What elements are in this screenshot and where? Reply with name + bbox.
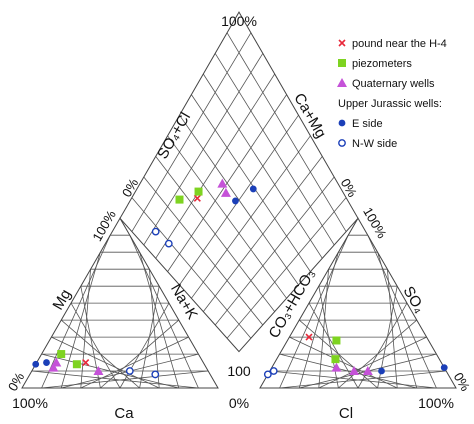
legend-marker <box>338 39 346 47</box>
cation-point-n-w-side <box>151 370 160 379</box>
anion-point-piezometers <box>331 355 340 364</box>
cation-point-e-side <box>43 359 50 366</box>
anion-point-n-w-side <box>269 367 278 375</box>
anion-point-e-side <box>440 364 448 372</box>
cation-point-quaternary-wells <box>93 366 104 376</box>
diamond-point-n-w-side <box>151 227 160 236</box>
diamond-grid-line <box>155 73 276 259</box>
data-points <box>32 178 448 379</box>
anion-point-quaternary-wells <box>362 366 373 376</box>
cl-axis-label: Cl <box>339 405 353 422</box>
so4-axis-label: SO₄ <box>400 283 429 316</box>
so4-cl-axis-label: SO₄+Cl <box>154 110 194 162</box>
diamond-grid-line <box>179 114 299 286</box>
anion-triangle-grid-line <box>308 302 359 389</box>
anion-point-piezometers <box>332 336 341 345</box>
anion-point-quaternary-wells <box>331 362 342 372</box>
legend: pound near the H-4 piezometers Quaternary … <box>337 38 447 150</box>
top-100-label: 100% <box>221 13 257 29</box>
na-k-axis-label: Na+K <box>167 281 201 322</box>
diamond-point-quaternary-wells <box>220 187 231 197</box>
legend-marker <box>338 59 346 67</box>
grid-lines <box>31 32 447 389</box>
diamond-left-0-label: 0% <box>119 175 142 199</box>
center-100-label: 100 <box>227 363 251 379</box>
mg-axis-label: Mg <box>50 286 75 313</box>
bottom-right-100-label: 100% <box>418 395 454 411</box>
diamond-point-piezometers <box>175 195 184 204</box>
diamond-left-100-label: 100% <box>89 207 119 244</box>
anion-point-n-w-side <box>263 370 272 379</box>
cation-point-piezometers <box>57 350 66 359</box>
bottom-left-100-label: 100% <box>12 395 48 411</box>
legend-marker <box>338 119 346 127</box>
anion-triangle-grid-line <box>279 353 417 389</box>
cation-point-pound-near-the-h-4 <box>82 358 90 367</box>
cation-triangle-grid-line <box>149 269 160 389</box>
legend-marker <box>338 139 346 147</box>
anion-point-pound-near-the-h-4 <box>305 333 313 341</box>
cation-triangle-grid-line <box>60 319 140 389</box>
diamond-grid-line <box>226 32 347 232</box>
anion-triangle-grid-line <box>367 235 437 389</box>
diamond-point-pound-near-the-h-4 <box>193 194 201 202</box>
diamond-grid-line <box>214 53 335 246</box>
cation-triangle-grid-line <box>139 252 180 389</box>
diamond-grid-line <box>131 32 252 232</box>
diamond-point-quaternary-wells <box>217 178 228 188</box>
cation-point-quaternary-wells <box>51 357 62 367</box>
cation-point-n-w-side <box>125 367 134 375</box>
diamond-right-0-label: 0% <box>338 176 361 200</box>
cation-point-piezometers <box>72 360 81 369</box>
bottom-middle-0-label: 0% <box>229 395 249 411</box>
legend-entry-label: Quaternary wells <box>352 78 435 90</box>
anion-triangle-frame <box>259 217 457 389</box>
diamond-point-piezometers <box>194 187 203 196</box>
diamond-right-100-label: 100% <box>360 205 390 242</box>
legend-entry-label: E side <box>352 118 383 130</box>
legend-entry-label: N-W side <box>352 138 397 150</box>
cation-triangle-grid-line <box>51 336 160 389</box>
anion-point-e-side <box>378 367 385 375</box>
cation-triangle-grid-line <box>41 353 179 389</box>
diamond-grid-line <box>167 94 287 272</box>
diamond-point-e-side <box>232 197 239 205</box>
cation-triangle-grid-line <box>31 370 199 389</box>
legend-marker <box>337 78 347 87</box>
cation-point-quaternary-wells <box>48 362 59 372</box>
diamond-frame <box>119 11 359 353</box>
cation-point-e-side <box>32 360 40 368</box>
diamond-grid-line <box>191 94 311 272</box>
anion-triangle-grid-line <box>377 252 418 389</box>
diamond-point-n-w-side <box>164 239 173 248</box>
legend-entry-label: Upper Jurassic wells: <box>338 98 442 110</box>
diagram-frames <box>21 11 457 389</box>
diamond-grid-line <box>143 53 264 246</box>
legend-entry-label: pound near the H-4 <box>352 38 447 50</box>
cation-triangle-grid-line <box>70 302 121 389</box>
anion-triangle-grid-line <box>269 370 437 389</box>
ca-axis-label: Ca <box>114 405 134 422</box>
cation-triangle-grid-line <box>129 235 199 389</box>
cation-triangle-frame <box>21 217 219 389</box>
ca-mg-axis-label: Ca+Mg <box>290 90 329 141</box>
legend-entry-label: piezometers <box>352 58 412 70</box>
anion-triangle-grid-line <box>289 336 398 389</box>
anion-triangle-grid-line <box>298 319 378 389</box>
diamond-point-e-side <box>249 185 257 193</box>
anion-point-quaternary-wells <box>349 366 360 376</box>
anion-triangle-grid-line <box>387 269 398 389</box>
bottom-left-0-label: 0% <box>5 369 28 393</box>
diamond-grid-line <box>202 73 323 259</box>
bottom-right-0-label: 0% <box>451 370 474 394</box>
cation-triangle-grid-line <box>139 286 160 389</box>
